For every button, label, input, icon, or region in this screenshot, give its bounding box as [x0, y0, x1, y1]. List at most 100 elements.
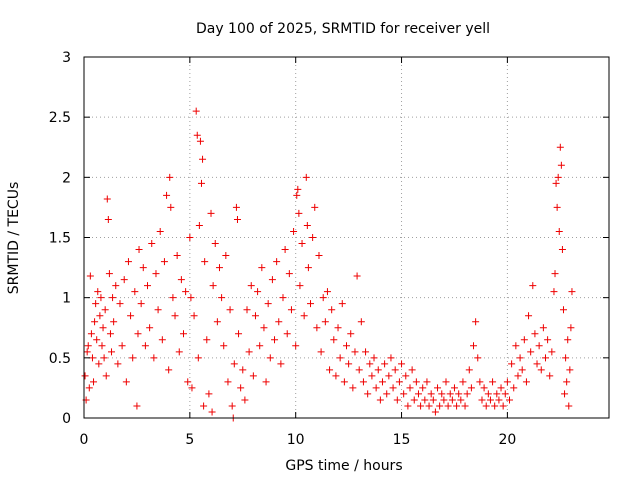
data-point	[555, 227, 563, 235]
data-point	[108, 348, 116, 356]
data-point	[120, 276, 128, 284]
data-point	[486, 396, 494, 404]
data-point	[387, 354, 395, 362]
data-point	[102, 372, 110, 380]
data-point	[568, 288, 576, 296]
data-point	[431, 408, 439, 416]
data-point	[440, 396, 448, 404]
data-point	[503, 378, 511, 386]
data-point	[273, 258, 281, 266]
data-point	[410, 396, 418, 404]
data-point	[109, 294, 117, 302]
data-point	[298, 240, 306, 248]
data-point	[345, 360, 353, 368]
data-point	[243, 306, 251, 314]
data-point	[271, 336, 279, 344]
data-point	[467, 384, 475, 392]
data-point	[116, 300, 124, 308]
data-point	[141, 342, 149, 350]
data-point	[501, 390, 509, 398]
y-tick-label: 3	[62, 50, 71, 66]
data-point	[296, 282, 304, 290]
data-point	[544, 336, 552, 344]
data-point	[156, 227, 164, 235]
data-point	[340, 378, 348, 386]
data-point	[398, 360, 406, 368]
data-point	[247, 282, 255, 290]
data-point	[184, 378, 192, 386]
data-point	[103, 195, 111, 203]
data-point	[93, 336, 101, 344]
data-point	[368, 372, 376, 380]
data-point	[444, 402, 452, 410]
data-point	[182, 288, 190, 296]
data-point	[406, 384, 414, 392]
data-point	[200, 402, 208, 410]
data-point	[228, 402, 236, 410]
data-point	[561, 390, 569, 398]
data-point	[551, 270, 559, 278]
data-point	[336, 354, 344, 362]
data-point	[215, 264, 223, 272]
x-axis-title: GPS time / hours	[285, 458, 402, 474]
data-point	[457, 396, 465, 404]
data-point	[106, 330, 114, 338]
data-point	[307, 300, 315, 308]
y-tick-label: 2.5	[49, 110, 71, 126]
data-point	[199, 155, 207, 163]
data-point	[533, 360, 541, 368]
data-point	[529, 282, 537, 290]
data-point	[446, 390, 454, 398]
data-point	[448, 396, 456, 404]
data-point	[421, 396, 429, 404]
data-point	[429, 396, 437, 404]
data-point	[101, 306, 109, 314]
data-point	[224, 378, 232, 386]
data-point	[317, 348, 325, 356]
y-tick-label: 1.5	[49, 231, 71, 247]
data-point	[364, 390, 372, 398]
y-tick-label: 2	[62, 170, 71, 186]
data-point	[173, 252, 181, 260]
data-point	[95, 360, 103, 368]
data-point	[230, 360, 238, 368]
data-point	[334, 324, 342, 332]
data-point	[302, 173, 310, 181]
data-point	[163, 191, 171, 199]
data-point	[277, 360, 285, 368]
data-point	[222, 252, 230, 260]
data-point	[527, 348, 535, 356]
data-point	[90, 378, 98, 386]
data-point	[131, 288, 139, 296]
data-point	[179, 330, 187, 338]
data-point	[105, 270, 113, 278]
data-point	[461, 402, 469, 410]
data-point	[152, 270, 160, 278]
data-point	[292, 342, 300, 350]
data-point	[266, 354, 274, 362]
data-point	[326, 366, 334, 374]
data-point	[497, 384, 505, 392]
data-point	[412, 378, 420, 386]
data-points	[81, 107, 576, 422]
data-point	[489, 378, 497, 386]
data-point	[197, 179, 205, 187]
data-point	[83, 348, 91, 356]
data-point	[260, 324, 268, 332]
data-point	[218, 294, 226, 302]
data-point	[552, 179, 560, 187]
data-point	[264, 300, 272, 308]
data-point	[96, 312, 104, 320]
data-point	[506, 396, 514, 404]
data-point	[404, 402, 412, 410]
data-point	[520, 336, 528, 344]
data-point	[482, 402, 490, 410]
data-point	[165, 366, 173, 374]
data-point	[129, 354, 137, 362]
data-point	[463, 390, 471, 398]
data-point	[290, 227, 298, 235]
data-point	[400, 390, 408, 398]
data-point	[251, 312, 259, 320]
data-point	[133, 402, 141, 410]
data-point	[139, 264, 147, 272]
